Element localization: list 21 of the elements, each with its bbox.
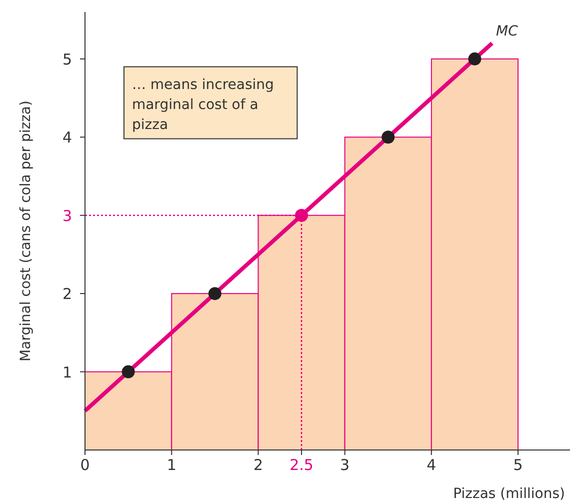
x-tick-label: 0	[80, 456, 90, 474]
x-tick-label: 1	[166, 456, 176, 474]
point	[382, 130, 395, 144]
x-tick-label: 5	[513, 456, 523, 474]
point	[295, 208, 308, 222]
point	[208, 287, 222, 300]
y-tick-label: 3	[62, 206, 72, 225]
annotation: … means increasing marginal cost of a pizza	[132, 76, 274, 133]
x-tick-label: 2	[253, 456, 263, 474]
x-tick-label: 4	[426, 456, 436, 474]
y-tick-label: 5	[62, 50, 72, 68]
y-axis-title: Marginal cost (cans of cola per pizza)	[18, 100, 34, 362]
y-tick-label: 4	[62, 128, 72, 147]
y-tick-label: 2	[62, 285, 72, 304]
point	[122, 365, 135, 378]
x-axis-title: Pizzas (millions)	[453, 486, 565, 502]
y-tick-label: 1	[62, 363, 72, 382]
point	[468, 52, 482, 66]
x-tick-label: 3	[340, 456, 350, 474]
x-tick-label: 2.5	[290, 456, 314, 474]
series-label: MC	[496, 23, 518, 40]
